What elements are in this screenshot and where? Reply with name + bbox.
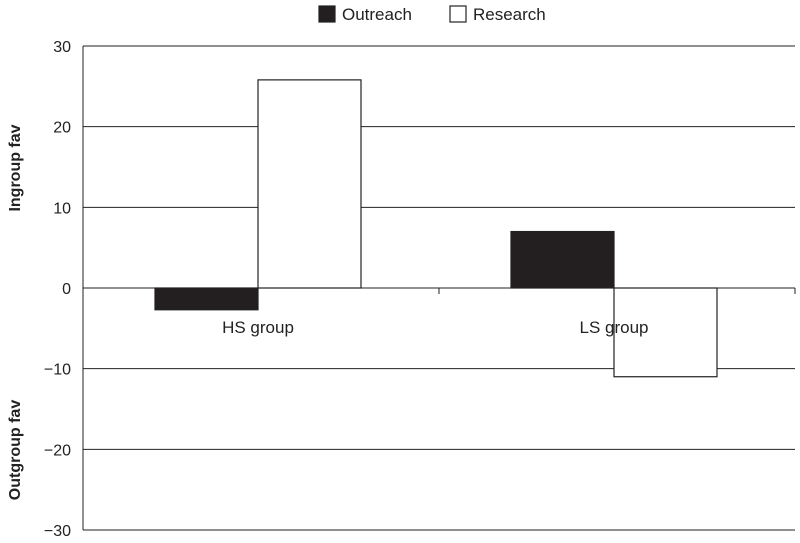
bar-outreach-1 <box>154 287 259 311</box>
y-tick-label: −30 <box>44 523 71 540</box>
y-tick-labels: 30 20 10 0 −10 −20 −30 <box>44 39 71 540</box>
bar-outreach-2 <box>510 230 615 289</box>
legend-label-research: Research <box>473 5 546 24</box>
y-tick-label: 10 <box>53 200 71 217</box>
y-axis-label-positive: Ingroup fav <box>7 124 24 211</box>
bars <box>154 79 718 378</box>
bar-research-1 <box>257 79 362 289</box>
legend: Outreach Research <box>318 5 546 24</box>
y-tick-label: −10 <box>44 362 71 379</box>
y-tick-label: 30 <box>53 39 71 56</box>
legend-swatch-research <box>449 5 467 23</box>
y-tick-label: 20 <box>53 120 71 137</box>
legend-swatch-outreach <box>318 5 336 23</box>
y-axis-labels: Ingroup fav Outgroup fav <box>7 124 24 500</box>
bar-research-2 <box>613 287 718 378</box>
category-label: HS group <box>222 318 294 337</box>
legend-label-outreach: Outreach <box>342 5 412 24</box>
y-axis-label-negative: Outgroup fav <box>7 400 24 501</box>
y-tick-label: 0 <box>62 281 71 298</box>
y-tick-label: −20 <box>44 442 71 459</box>
category-labels: HS group LS group <box>222 318 648 337</box>
category-label: LS group <box>580 318 649 337</box>
